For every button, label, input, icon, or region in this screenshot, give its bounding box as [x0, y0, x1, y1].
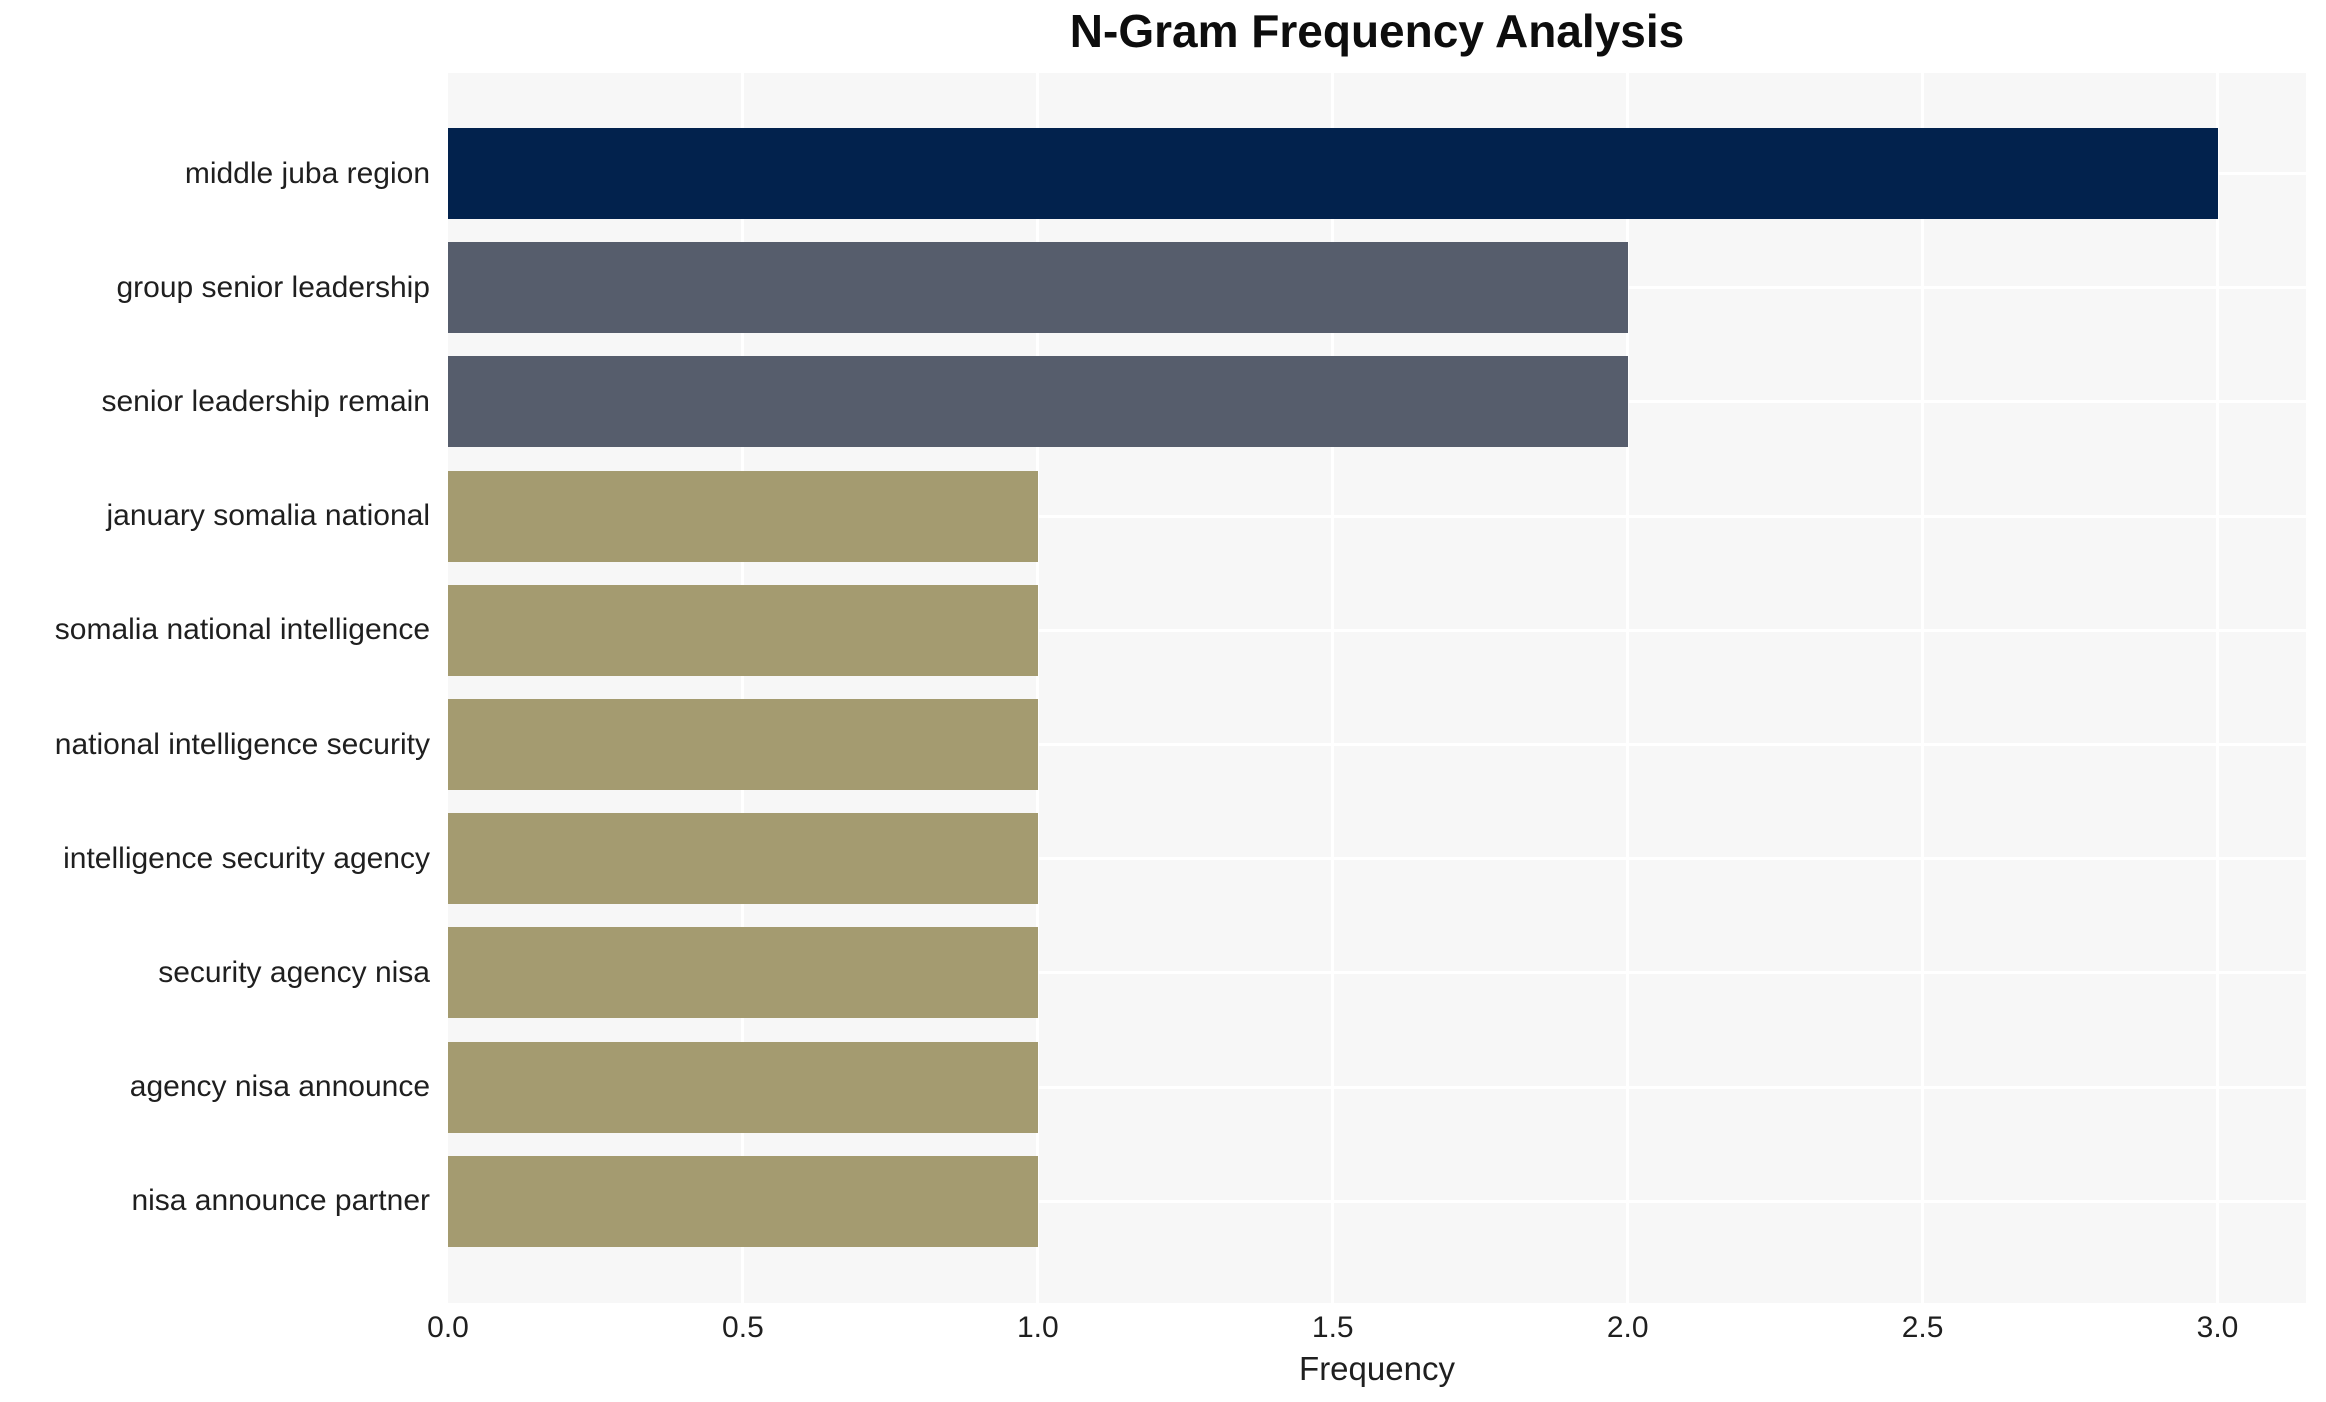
gridline-horizontal [448, 971, 2306, 975]
y-tick-label: nisa announce partner [131, 1184, 430, 1218]
bar [448, 356, 1628, 448]
y-tick-label: somalia national intelligence [54, 613, 430, 647]
bar [448, 584, 1038, 676]
x-tick-label: 2.5 [1901, 1311, 1944, 1344]
x-tick-label: 0.5 [722, 1311, 764, 1344]
bar [448, 1041, 1038, 1133]
gridline-horizontal [448, 857, 2306, 861]
gridline-vertical [1921, 73, 1925, 1303]
x-axis-label: Frequency [1299, 1350, 1455, 1387]
y-tick-label: senior leadership remain [101, 384, 430, 418]
gridline-vertical [2216, 73, 2220, 1303]
x-tick-label: 1.5 [1311, 1311, 1354, 1344]
gridline-vertical [741, 73, 745, 1303]
gridline-vertical [1626, 73, 1630, 1303]
gridline-horizontal [448, 628, 2306, 632]
bar [448, 1155, 1038, 1247]
bar [448, 813, 1038, 905]
y-tick-label: january somalia national [106, 499, 430, 533]
y-tick-label: agency nisa announce [129, 1070, 430, 1104]
bar [448, 470, 1038, 562]
y-tick-label: intelligence security agency [63, 841, 430, 875]
gridline-horizontal [448, 1085, 2306, 1089]
y-tick-label: middle juba region [184, 156, 430, 190]
bar [448, 699, 1038, 790]
gridline-vertical [1036, 73, 1040, 1303]
y-tick-label: group senior leadership [116, 270, 430, 304]
y-tick-label: security agency nisa [158, 955, 430, 989]
gridline-horizontal [448, 1199, 2306, 1203]
y-tick-label: national intelligence security [54, 727, 430, 761]
gridline-horizontal [448, 743, 2306, 746]
y-axis-labels: middle juba region group senior leadershi… [0, 73, 430, 1303]
bar [448, 128, 2218, 219]
bar [448, 927, 1038, 1019]
x-axis-ticks: 0.0 0.5 1.0 1.5 2.0 2.5 3.0 [427, 1311, 2306, 1347]
plot-area [448, 73, 2306, 1303]
x-tick-label: 0.0 [427, 1311, 469, 1344]
x-tick-label: 3.0 [2196, 1311, 2239, 1344]
gridline-horizontal [448, 514, 2306, 518]
x-tick-label: 1.0 [1016, 1311, 1059, 1344]
x-tick-label: 2.0 [1606, 1311, 1649, 1344]
bar [448, 242, 1628, 334]
chart-title: N-Gram Frequency Analysis [1069, 5, 1685, 57]
gridline-vertical [1331, 73, 1335, 1303]
